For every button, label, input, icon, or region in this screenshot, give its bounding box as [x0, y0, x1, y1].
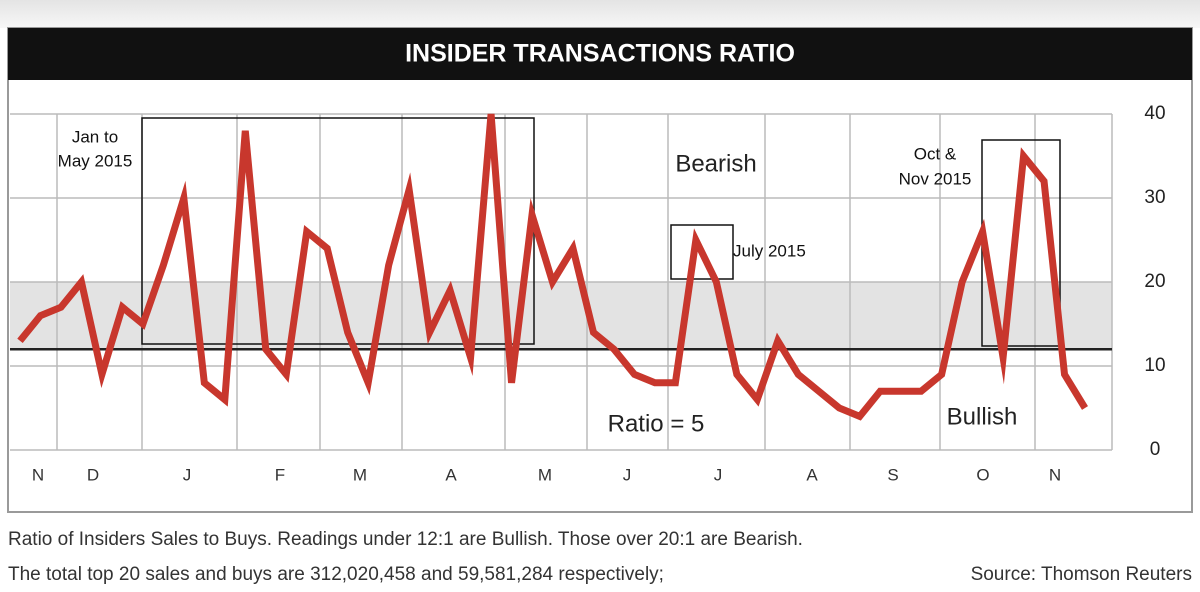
x-tick-label: J — [183, 465, 192, 484]
plot: 0 10 20 30 40 N D J F M A M J J A S O N Jan to May 2015 Bear… — [10, 103, 1166, 484]
x-tick-label: F — [275, 465, 285, 484]
chart-title: INSIDER TRANSACTIONS RATIO — [405, 40, 795, 68]
x-tick-label: A — [806, 465, 818, 484]
title-bar — [8, 28, 1192, 80]
source: Source: Thomson Reuters — [971, 564, 1192, 585]
y-tick-label: 30 — [1144, 187, 1165, 208]
footnote: Ratio of Insiders Sales to Buys. Reading… — [8, 529, 803, 550]
x-tick-label: D — [87, 465, 99, 484]
frame — [7, 27, 1193, 513]
y-tick-label: 20 — [1144, 271, 1165, 292]
top-strip — [0, 0, 1200, 28]
y-tick-label: 40 — [1144, 103, 1165, 124]
x-tick-label: J — [714, 465, 723, 484]
data-line — [17, 113, 1088, 421]
annotation: May 2015 — [58, 151, 133, 170]
annotation: July 2015 — [733, 241, 806, 260]
annotation-box — [670, 224, 734, 280]
annotation: Oct & — [914, 144, 957, 163]
annotation: Bullish — [947, 403, 1018, 430]
x-tick-label: M — [538, 465, 552, 484]
annotation: Bearish — [675, 150, 756, 177]
y-tick-label: 10 — [1144, 355, 1165, 376]
annotation: Ratio = 5 — [608, 410, 705, 437]
x-tick-label: M — [353, 465, 367, 484]
x-tick-label: O — [976, 465, 989, 484]
x-tick-label: S — [887, 465, 898, 484]
y-tick-label: 0 — [1150, 439, 1161, 460]
x-tick-label: N — [32, 465, 44, 484]
annotation: Jan to — [72, 127, 118, 146]
x-tick-label: N — [1049, 465, 1061, 484]
x-tick-label: A — [445, 465, 457, 484]
annotation: Nov 2015 — [899, 169, 972, 188]
footnote: The total top 20 sales and buys are 312,… — [8, 564, 664, 585]
x-tick-label: J — [623, 465, 632, 484]
